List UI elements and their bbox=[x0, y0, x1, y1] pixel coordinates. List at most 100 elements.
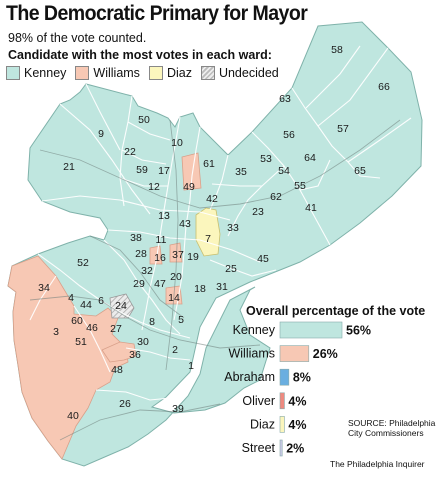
ward-label: 49 bbox=[183, 181, 195, 193]
ward-label: 21 bbox=[63, 161, 75, 173]
ward-label: 60 bbox=[71, 315, 83, 327]
bar-value-label: 8% bbox=[293, 371, 311, 385]
ward-label: 25 bbox=[225, 263, 237, 275]
ward-label: 28 bbox=[135, 248, 147, 260]
source-note-line2: City Commissioners bbox=[348, 428, 424, 438]
legend-label-kenney: Kenney bbox=[24, 66, 67, 80]
ward-label: 11 bbox=[156, 234, 167, 246]
ward-label: 24 bbox=[115, 300, 127, 312]
ward-label: 59 bbox=[136, 164, 148, 176]
ward-label: 57 bbox=[337, 123, 349, 135]
subtitle: 98% of the vote counted. bbox=[8, 31, 147, 45]
bar-value-label: 2% bbox=[286, 442, 304, 456]
bar-diaz bbox=[279, 416, 285, 433]
ward-label: 13 bbox=[158, 210, 170, 222]
ward-boundaries bbox=[29, 45, 412, 401]
bar-category-label: Kenney bbox=[233, 323, 276, 337]
bar-value-label: 4% bbox=[288, 394, 306, 408]
ward-label: 53 bbox=[260, 153, 272, 165]
bar-value-label: 4% bbox=[288, 418, 306, 432]
page-title: The Democratic Primary for Mayor bbox=[6, 2, 308, 25]
ward-area-williams-16 bbox=[149, 245, 163, 265]
source-note: SOURCE: Philadelphia bbox=[348, 418, 436, 428]
ward-label: 34 bbox=[38, 282, 50, 294]
legend-item-diaz: Diaz bbox=[148, 66, 192, 80]
credit: The Philadelphia Inquirer bbox=[330, 459, 425, 469]
ward-label: 29 bbox=[133, 278, 145, 290]
ward-label: 16 bbox=[154, 252, 166, 264]
bar-abraham bbox=[279, 368, 290, 386]
ward-label: 23 bbox=[252, 206, 264, 218]
legend-item-kenney: Kenney bbox=[6, 66, 66, 80]
ward-label: 7 bbox=[205, 233, 211, 245]
ward-label: 33 bbox=[227, 222, 239, 234]
ward-label: 42 bbox=[206, 193, 218, 205]
bar-category-label: Street bbox=[242, 441, 276, 455]
ward-label: 46 bbox=[86, 322, 98, 334]
legend-label-diaz: Diaz bbox=[166, 66, 192, 80]
legend: Kenney Williams Diaz Undecided bbox=[6, 66, 288, 80]
ward-label: 58 bbox=[331, 44, 343, 56]
chart-title: Overall percentage of the vote bbox=[246, 304, 425, 318]
ward-label: 55 bbox=[294, 180, 306, 192]
bar-oliver bbox=[279, 392, 285, 410]
ward-label: 35 bbox=[235, 166, 247, 178]
bar-williams bbox=[279, 345, 310, 362]
bar-category-label: Oliver bbox=[242, 394, 275, 408]
ward-label: 32 bbox=[141, 265, 153, 277]
bar-street bbox=[279, 439, 283, 457]
bar-value-label: 56% bbox=[346, 324, 371, 338]
legend-swatch-williams bbox=[75, 66, 90, 80]
ward-label: 62 bbox=[270, 191, 282, 203]
ward-label: 36 bbox=[129, 349, 141, 361]
bar-category-label: Williams bbox=[228, 347, 275, 361]
ward-label: 64 bbox=[304, 152, 316, 164]
ward-label: 1 bbox=[188, 360, 194, 372]
ward-label: 41 bbox=[305, 202, 317, 214]
ward-label: 48 bbox=[111, 364, 123, 376]
legend-item-williams: Williams bbox=[75, 66, 140, 80]
ward-label: 5 bbox=[178, 314, 184, 326]
ward-labels: 58 66 63 56 57 64 53 54 55 65 62 41 23 3… bbox=[38, 44, 390, 422]
ward-label: 47 bbox=[154, 278, 166, 290]
ward-label: 44 bbox=[80, 299, 92, 311]
ward-label: 39 bbox=[172, 403, 184, 415]
ward-label: 45 bbox=[257, 253, 269, 265]
map-roads bbox=[29, 119, 401, 441]
bar-rows: Kenney 56% Williams 26% Abraham 8% Oliver 4% Dia… bbox=[224, 321, 371, 457]
ward-label: 43 bbox=[179, 218, 191, 230]
ward-label: 56 bbox=[283, 129, 295, 141]
ward-label: 66 bbox=[378, 81, 390, 93]
ward-label: 4 bbox=[68, 292, 74, 304]
ward-label: 22 bbox=[124, 146, 136, 158]
bar-category-label: Diaz bbox=[250, 417, 275, 431]
ward-label: 52 bbox=[77, 257, 89, 269]
ward-area-williams-sw bbox=[7, 255, 129, 460]
ward-label: 3 bbox=[53, 326, 59, 338]
ward-label: 6 bbox=[98, 295, 104, 307]
ward-label: 10 bbox=[171, 137, 183, 149]
ward-area-williams-36 bbox=[101, 341, 137, 363]
ward-label: 27 bbox=[110, 323, 122, 335]
ward-label: 61 bbox=[203, 158, 215, 170]
ward-label: 8 bbox=[149, 316, 155, 328]
bar-category-label: Abraham bbox=[224, 370, 275, 384]
legend-swatch-kenney bbox=[6, 66, 20, 80]
ward-label: 2 bbox=[172, 344, 178, 356]
bar-kenney bbox=[279, 321, 343, 339]
ward-label: 19 bbox=[187, 251, 199, 263]
ward-label: 17 bbox=[158, 165, 170, 177]
ward-label: 18 bbox=[194, 283, 206, 295]
ward-area-williams-49 bbox=[181, 152, 202, 191]
ward-label: 40 bbox=[67, 410, 79, 422]
ward-label: 50 bbox=[138, 114, 150, 126]
legend-item-undecided: Undecided bbox=[200, 66, 279, 80]
ward-label: 31 bbox=[216, 281, 228, 293]
ward-label: 63 bbox=[279, 93, 291, 105]
bar-value-label: 26% bbox=[313, 347, 338, 361]
legend-swatch-diaz bbox=[148, 66, 163, 80]
ward-label: 14 bbox=[168, 292, 180, 304]
legend-heading: Candidate with the most votes in each wa… bbox=[8, 48, 272, 62]
ward-label: 65 bbox=[354, 165, 366, 177]
